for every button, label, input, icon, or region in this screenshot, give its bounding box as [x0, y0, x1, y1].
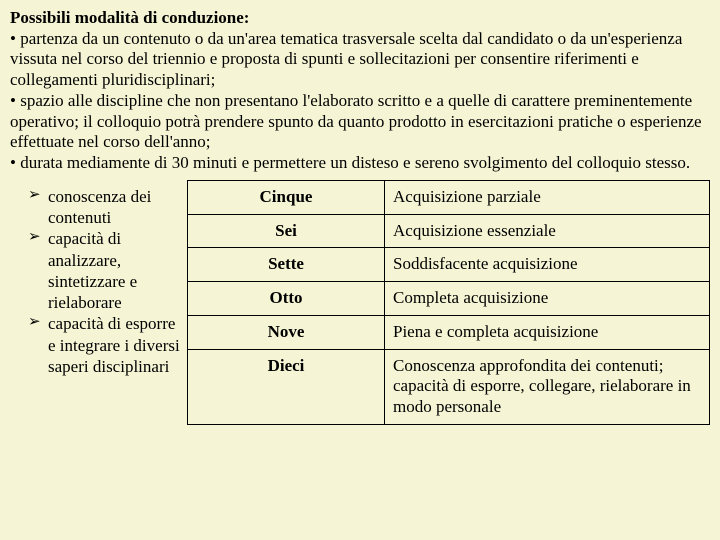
grade-cell: Sei	[188, 214, 385, 248]
table-row: Cinque Acquisizione parziale	[188, 180, 710, 214]
desc-cell: Conoscenza approfondita dei contenuti; c…	[385, 349, 710, 424]
table-row: Nove Piena e completa acquisizione	[188, 315, 710, 349]
desc-cell: Soddisfacente acquisizione	[385, 248, 710, 282]
grade-cell: Cinque	[188, 180, 385, 214]
intro-title: Possibili modalità di conduzione:	[10, 8, 249, 27]
table-row: Sette Soddisfacente acquisizione	[188, 248, 710, 282]
criteria-item: capacità di esporre e integrare i divers…	[28, 313, 183, 377]
criteria-text: capacità di analizzare, sintetizzare e r…	[48, 229, 137, 312]
table-row: Sei Acquisizione essenziale	[188, 214, 710, 248]
intro-bullet: spazio alle discipline che non presentan…	[10, 91, 702, 151]
intro-bullet: partenza da un contenuto o da un'area te…	[10, 29, 682, 89]
intro-block: Possibili modalità di conduzione: • part…	[10, 8, 710, 174]
table-row: Dieci Conoscenza approfondita dei conten…	[188, 349, 710, 424]
intro-bullet: durata mediamente di 30 minuti e permett…	[20, 153, 690, 172]
grade-cell: Dieci	[188, 349, 385, 424]
grades-table-wrapper: Cinque Acquisizione parziale Sei Acquisi…	[187, 180, 710, 425]
criteria-column: conoscenza dei contenuti capacità di ana…	[10, 180, 187, 425]
criteria-item: capacità di analizzare, sintetizzare e r…	[28, 228, 183, 313]
criteria-text: conoscenza dei contenuti	[48, 187, 151, 227]
desc-cell: Acquisizione essenziale	[385, 214, 710, 248]
desc-cell: Acquisizione parziale	[385, 180, 710, 214]
desc-cell: Completa acquisizione	[385, 282, 710, 316]
grade-cell: Sette	[188, 248, 385, 282]
grade-cell: Otto	[188, 282, 385, 316]
table-row: Otto Completa acquisizione	[188, 282, 710, 316]
desc-cell: Piena e completa acquisizione	[385, 315, 710, 349]
content-row: conoscenza dei contenuti capacità di ana…	[10, 180, 710, 425]
criteria-item: conoscenza dei contenuti	[28, 186, 183, 229]
grade-cell: Nove	[188, 315, 385, 349]
criteria-text: capacità di esporre e integrare i divers…	[48, 314, 180, 376]
grades-table: Cinque Acquisizione parziale Sei Acquisi…	[187, 180, 710, 425]
